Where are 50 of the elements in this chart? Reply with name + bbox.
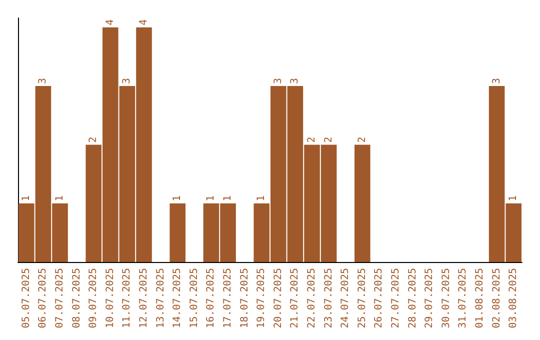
- data-label: 2: [88, 136, 100, 143]
- x-tick-label: 28.07.2025: [407, 268, 418, 328]
- data-label: 4: [104, 19, 116, 26]
- x-tick-label: 31.07.2025: [458, 268, 469, 328]
- bar: [170, 203, 186, 262]
- data-label: 1: [172, 195, 184, 202]
- x-tick-label: 24.07.2025: [340, 268, 352, 328]
- x-tick-label: 01.08.2025: [474, 268, 486, 328]
- x-tick-label: 17.07.2025: [222, 268, 234, 328]
- data-label: 1: [20, 195, 32, 202]
- x-tick-label: 07.07.2025: [54, 268, 66, 328]
- data-label: 2: [356, 136, 368, 143]
- x-tick-label: 03.08.2025: [508, 268, 520, 328]
- x-tick-label: 26.07.2025: [374, 268, 385, 328]
- x-tick-label: 22.07.2025: [306, 268, 318, 328]
- data-label: 3: [38, 78, 49, 84]
- data-label: 1: [54, 195, 66, 202]
- data-label: 3: [491, 78, 502, 84]
- x-tick-label: 05.07.2025: [20, 268, 32, 328]
- data-label: 3: [290, 78, 301, 84]
- data-label: 3: [272, 78, 284, 84]
- data-label: 1: [508, 195, 520, 202]
- data-label: 2: [323, 136, 334, 143]
- x-tick-label: 16.07.2025: [206, 268, 217, 328]
- data-label: 1: [222, 195, 234, 202]
- x-tick-label: 25.07.2025: [356, 268, 368, 328]
- x-tick-label: 19.07.2025: [256, 268, 268, 328]
- x-tick-label: 09.07.2025: [88, 268, 100, 328]
- data-label: 1: [256, 195, 268, 202]
- x-tick-label: 13.07.2025: [155, 268, 166, 328]
- x-tick-label: 12.07.2025: [138, 268, 150, 328]
- data-label: 3: [122, 78, 133, 84]
- x-tick-label: 15.07.2025: [188, 268, 200, 328]
- x-tick-label: 29.07.2025: [424, 268, 436, 328]
- x-tick-label: 08.07.2025: [71, 268, 82, 328]
- x-tick-label: 02.08.2025: [491, 268, 502, 328]
- x-tick-label: 21.07.2025: [290, 268, 301, 328]
- x-tick-label: 10.07.2025: [104, 268, 116, 328]
- x-tick-label: 18.07.2025: [239, 268, 250, 328]
- x-tick-label: 30.07.2025: [440, 268, 452, 328]
- data-label: 2: [306, 136, 318, 143]
- x-tick-label: 27.07.2025: [390, 268, 402, 328]
- x-tick-label: 14.07.2025: [172, 268, 184, 328]
- x-tick-label: 20.07.2025: [272, 268, 284, 328]
- x-tick-label: 23.07.2025: [323, 268, 334, 328]
- data-label: 4: [138, 19, 150, 26]
- x-tick-label: 11.07.2025: [122, 268, 133, 328]
- bar: [354, 144, 370, 262]
- x-tick-label: 06.07.2025: [38, 268, 49, 328]
- data-label: 1: [206, 195, 217, 202]
